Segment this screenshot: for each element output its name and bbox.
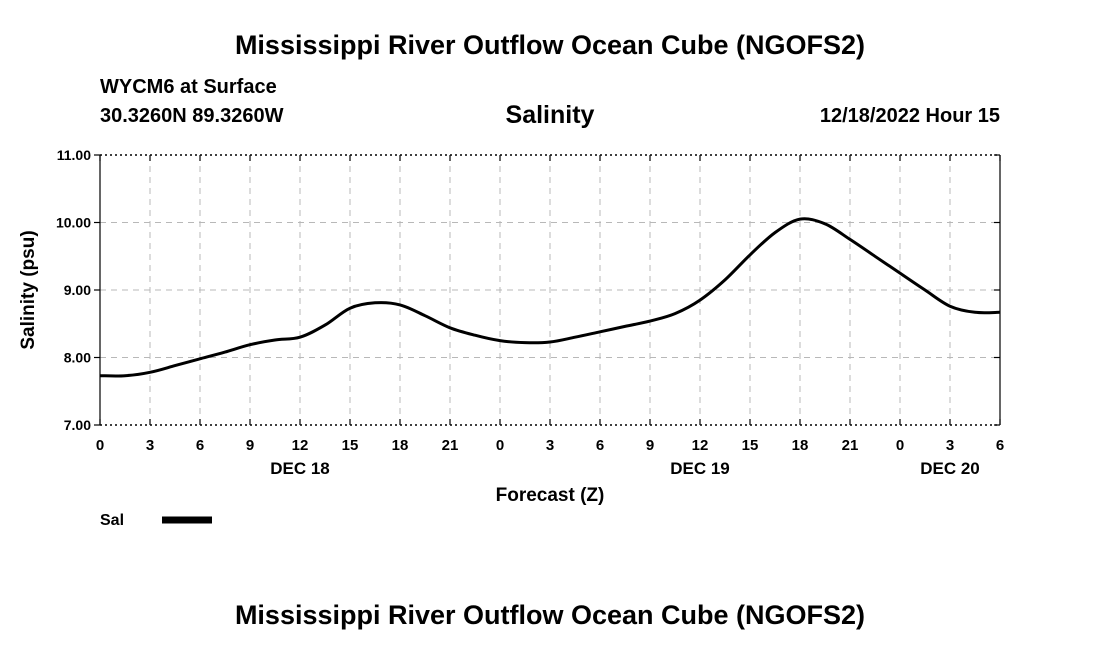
x-date-label: DEC 20 — [920, 459, 980, 478]
x-tick-label: 15 — [342, 437, 359, 454]
y-tick-label: 8.00 — [64, 350, 91, 366]
legend-label: Sal — [100, 512, 124, 529]
x-tick-label: 3 — [546, 437, 554, 454]
series-line-sal — [99, 217, 1001, 378]
x-tick-label: 6 — [996, 437, 1004, 454]
x-tick-label: 9 — [646, 437, 654, 454]
x-tick-label: 0 — [896, 437, 904, 454]
x-axis-title: Forecast (Z) — [496, 485, 605, 506]
x-tick-label: 6 — [596, 437, 604, 454]
y-tick-label: 10.00 — [56, 215, 91, 231]
x-tick-label: 12 — [292, 437, 309, 454]
station-coordinates: 30.3260N 89.3260W — [100, 105, 284, 127]
y-axis-title: Salinity (psu) — [18, 230, 39, 349]
x-tick-label: 21 — [842, 437, 859, 454]
x-tick-label: 3 — [946, 437, 954, 454]
x-date-label: DEC 18 — [270, 459, 330, 478]
x-tick-label: 18 — [792, 437, 809, 454]
x-tick-label: 6 — [196, 437, 204, 454]
station-label: WYCM6 at Surface — [100, 76, 277, 98]
x-tick-label: 0 — [496, 437, 504, 454]
x-tick-label: 18 — [392, 437, 409, 454]
chart-title: Salinity — [505, 101, 595, 129]
y-tick-label: 7.00 — [64, 417, 91, 433]
forecast-timestamp: 12/18/2022 Hour 15 — [819, 105, 1000, 127]
x-tick-label: 15 — [742, 437, 759, 454]
y-tick-label: 9.00 — [64, 282, 91, 298]
x-tick-label: 3 — [146, 437, 154, 454]
x-tick-label: 21 — [442, 437, 459, 454]
y-tick-label: 11.00 — [57, 147, 91, 163]
x-tick-label: 0 — [96, 437, 104, 454]
x-tick-label: 9 — [246, 437, 254, 454]
page-title: Mississippi River Outflow Ocean Cube (NG… — [234, 30, 866, 60]
footer-title: Mississippi River Outflow Ocean Cube (NG… — [234, 600, 866, 630]
x-tick-label: 12 — [692, 437, 709, 454]
x-date-label: DEC 19 — [670, 459, 730, 478]
